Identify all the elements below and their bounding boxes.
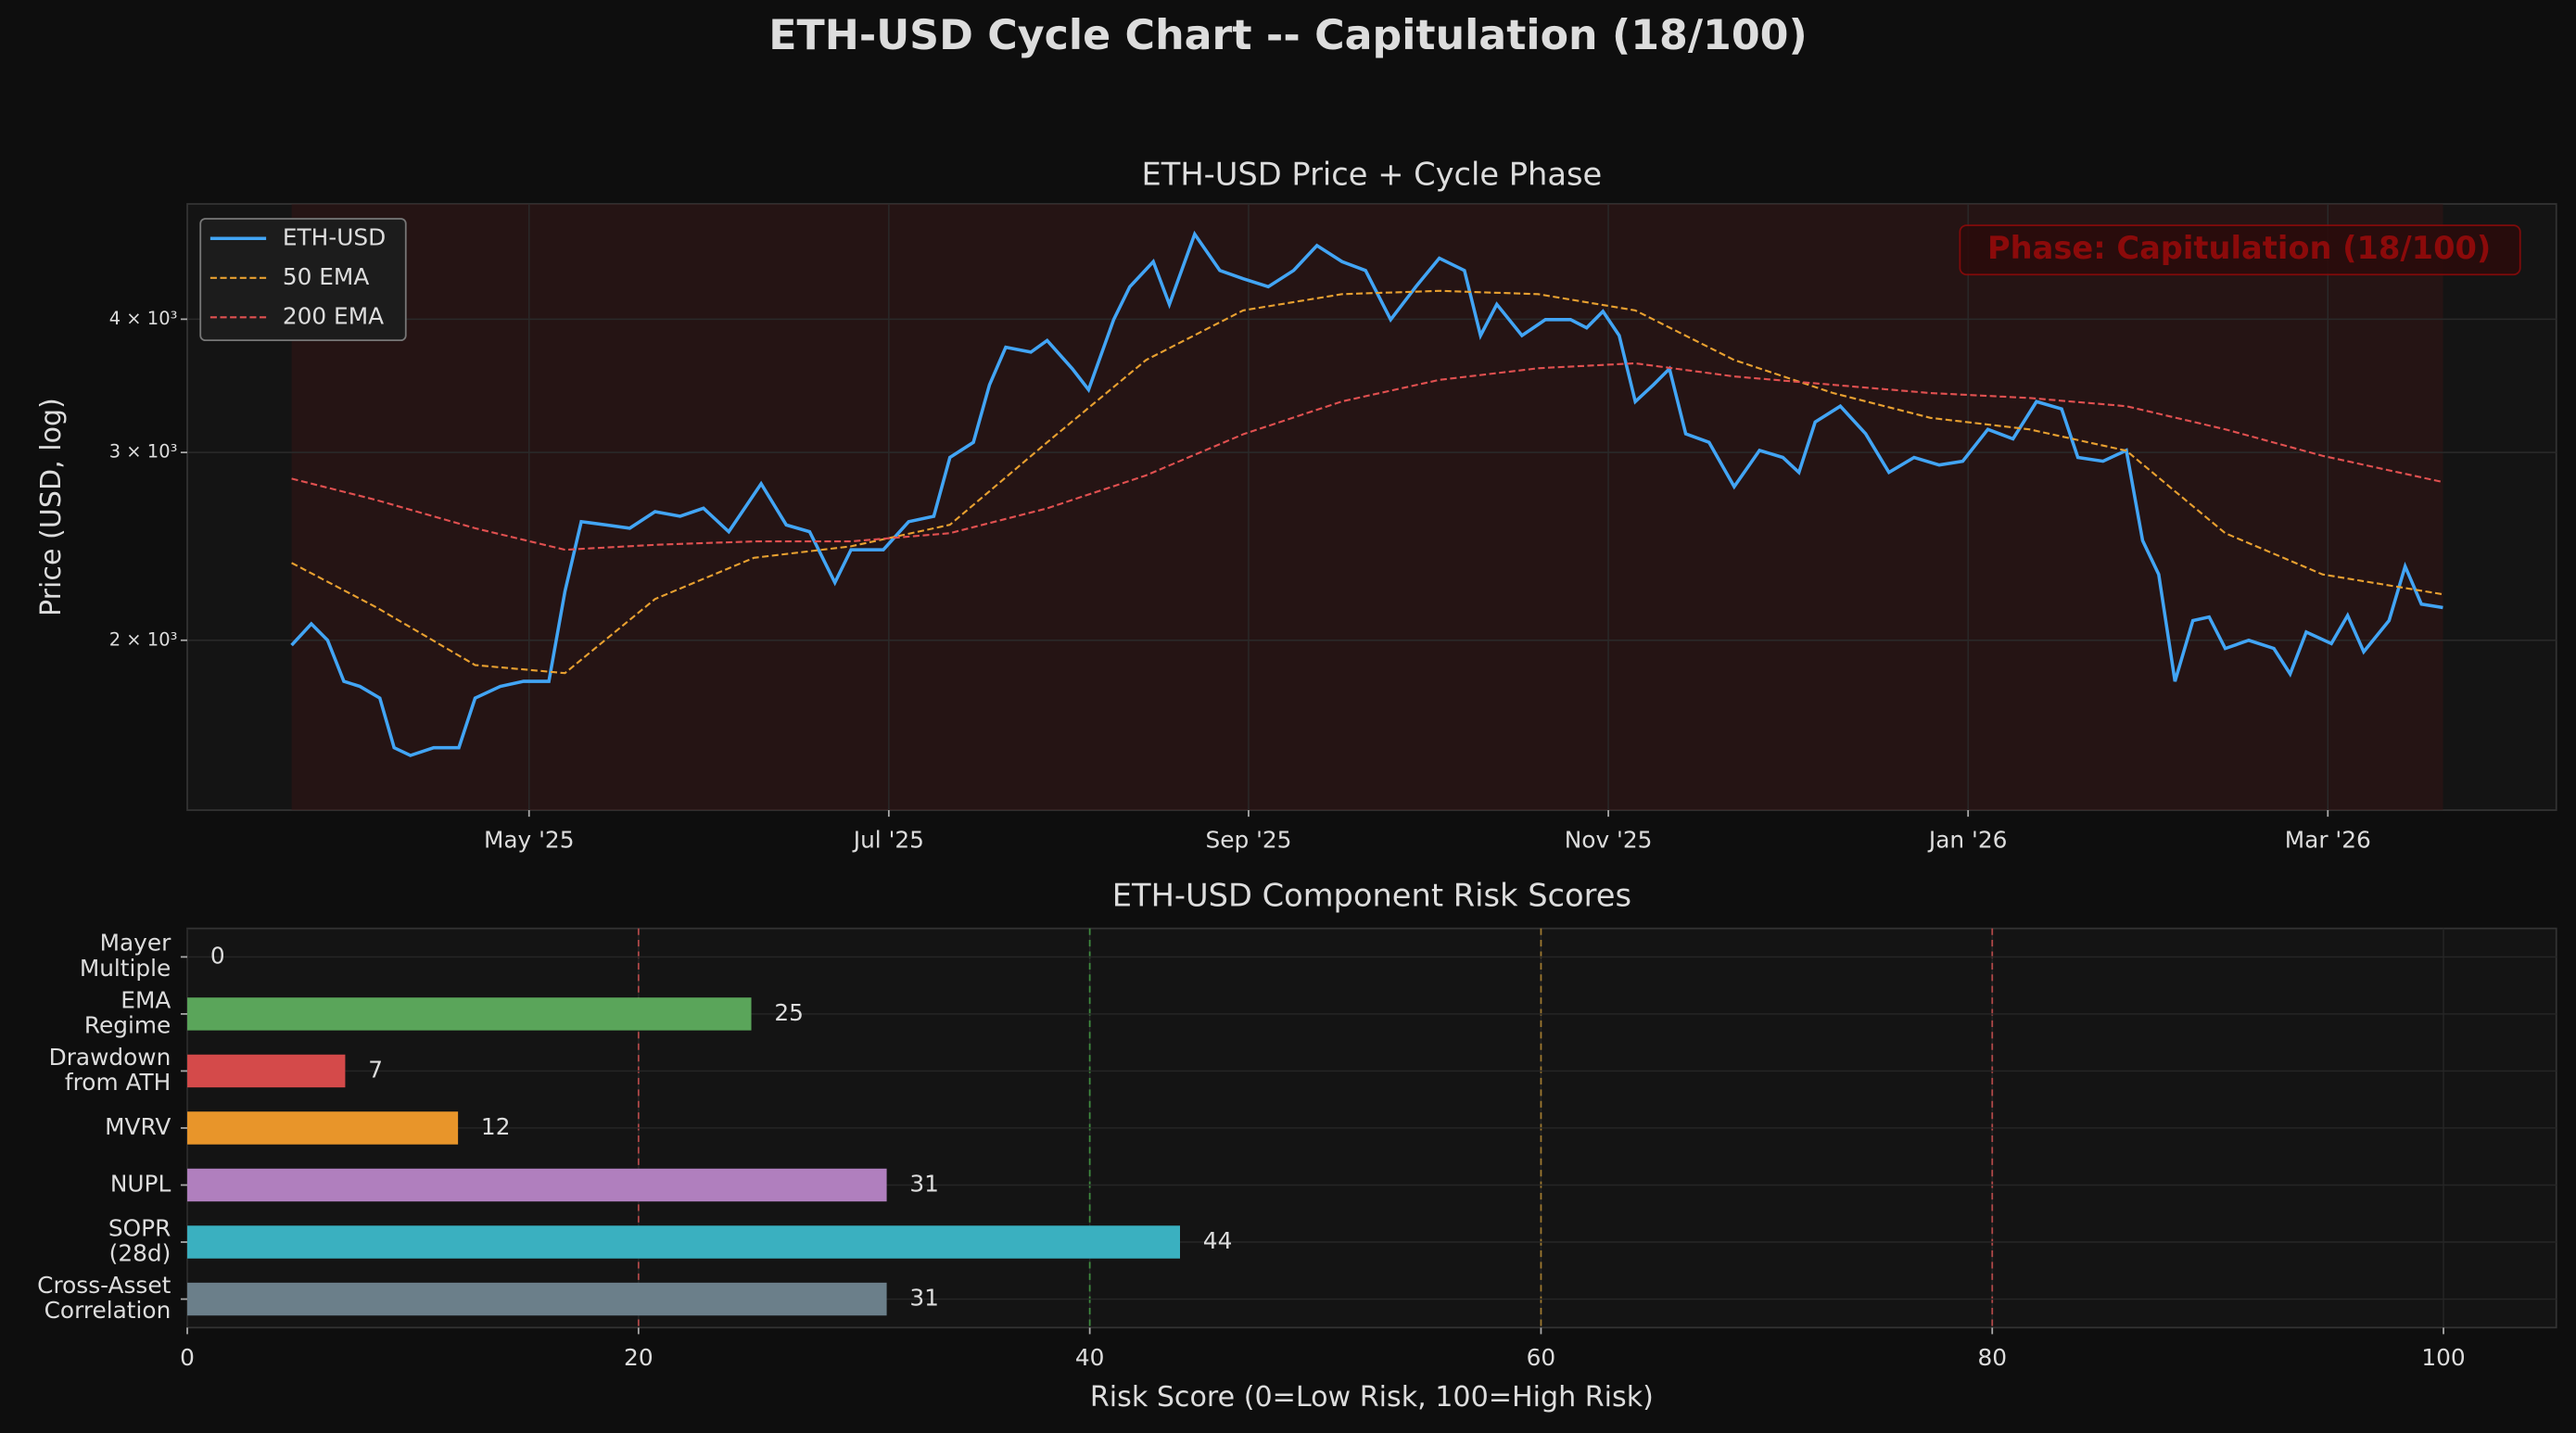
value-label: 7: [368, 1056, 383, 1083]
y-tick-label: 3 × 10³: [109, 441, 178, 463]
value-label: 0: [210, 942, 225, 969]
y-tick-label: Mayer Multiple: [80, 930, 171, 982]
y-axis-label: Price (USD, log): [35, 398, 68, 616]
figure-title: ETH-USD Cycle Chart -- Capitulation (18/…: [768, 12, 1807, 59]
series-line: [290, 230, 2443, 757]
bar: [187, 1111, 459, 1145]
value-label: 31: [909, 1170, 939, 1197]
value-label: 44: [1203, 1227, 1233, 1254]
x-tick-label: 60: [1527, 1344, 1556, 1371]
legend-label: ETH-USD: [283, 223, 386, 250]
x-tick-label: 80: [1977, 1344, 2007, 1371]
x-tick-label: 20: [624, 1344, 654, 1371]
bar: [187, 1168, 887, 1202]
y-tick-label: NUPL: [110, 1170, 171, 1197]
x-tick-label: Mar '26: [2285, 827, 2371, 854]
x-tick-label: Jan '26: [1927, 827, 2007, 854]
legend-label: 200 EMA: [283, 302, 384, 329]
legend-label: 50 EMA: [283, 263, 369, 290]
legend-box: [199, 218, 407, 342]
annotation: Phase: Capitulation (18/100): [1987, 230, 2491, 266]
x-axis-label: Risk Score (0=Low Risk, 100=High Risk): [1090, 1381, 1654, 1414]
phase-shading: [291, 204, 2443, 811]
value-label: 31: [909, 1285, 939, 1312]
value-label: 25: [774, 999, 804, 1026]
y-tick-label: SOPR (28d): [108, 1214, 171, 1266]
bar: [187, 1054, 346, 1088]
y-tick-label: Drawdown from ATH: [49, 1044, 171, 1096]
y-tick-label: Cross-Asset Correlation: [37, 1272, 171, 1324]
x-tick-label: Nov '25: [1565, 827, 1653, 854]
x-tick-label: 0: [180, 1344, 195, 1371]
y-tick-label: 4 × 10³: [109, 308, 178, 329]
series-line: [291, 361, 2443, 552]
bar: [187, 997, 752, 1031]
y-tick-label: 2 × 10³: [109, 628, 178, 650]
x-tick-label: 40: [1075, 1344, 1105, 1371]
x-tick-label: May '25: [484, 827, 575, 854]
chart-title: ETH-USD Component Risk Scores: [1112, 877, 1631, 913]
series-line: [291, 289, 2443, 675]
annotation-box: [1959, 224, 2521, 276]
bar: [187, 1282, 887, 1316]
plot-area: [186, 203, 2557, 811]
x-tick-label: 100: [2421, 1344, 2465, 1371]
y-tick-label: EMA Regime: [84, 986, 171, 1038]
chart-title: ETH-USD Price + Cycle Phase: [1142, 156, 1603, 192]
value-label: 12: [481, 1113, 511, 1140]
y-tick-label: MVRV: [105, 1113, 171, 1140]
x-tick-label: Jul '25: [852, 827, 924, 854]
x-tick-label: Sep '25: [1205, 827, 1291, 854]
bar: [187, 1225, 1180, 1259]
